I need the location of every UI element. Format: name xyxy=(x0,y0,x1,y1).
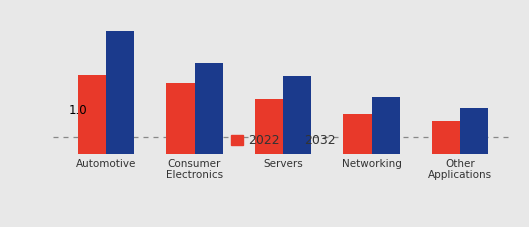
Bar xyxy=(166,83,195,154)
Bar xyxy=(78,75,106,154)
Bar xyxy=(106,31,134,154)
Bar xyxy=(343,114,371,154)
Text: 1.0: 1.0 xyxy=(69,104,87,117)
Bar xyxy=(283,76,312,154)
Bar xyxy=(195,63,223,154)
Bar xyxy=(254,99,283,154)
Bar xyxy=(460,108,488,154)
Bar xyxy=(371,97,400,154)
Legend: 2022, 2032: 2022, 2032 xyxy=(227,131,339,151)
Bar xyxy=(432,121,460,154)
